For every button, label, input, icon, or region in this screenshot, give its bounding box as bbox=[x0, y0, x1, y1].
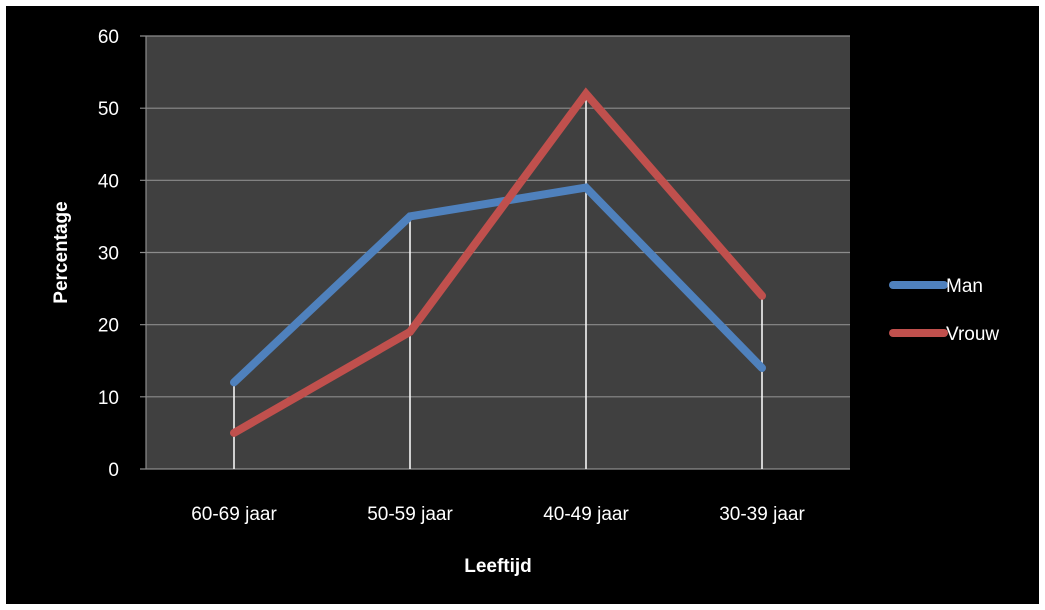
x-tick-label: 40-49 jaar bbox=[543, 504, 629, 525]
x-tick-label: 60-69 jaar bbox=[191, 504, 277, 525]
y-tick-label: 20 bbox=[98, 316, 119, 337]
legend-label: Man bbox=[946, 276, 983, 297]
y-axis: 0 10 20 30 40 50 60 bbox=[98, 27, 147, 481]
y-tick-label: 60 bbox=[98, 27, 119, 48]
data-point bbox=[233, 432, 235, 434]
legend: Man Vrouw bbox=[889, 276, 999, 345]
series-line bbox=[230, 87, 766, 437]
series-man bbox=[230, 183, 766, 387]
legend-item-vrouw: Vrouw bbox=[889, 324, 999, 345]
x-tick-label: 30-39 jaar bbox=[719, 504, 805, 525]
data-point bbox=[761, 367, 763, 369]
y-tick-label: 30 bbox=[98, 244, 119, 265]
y-axis-title: Percentage bbox=[51, 201, 72, 303]
y-tick-label: 40 bbox=[98, 171, 119, 192]
gridlines bbox=[140, 35, 850, 470]
series-line bbox=[230, 183, 766, 387]
y-tick-label: 50 bbox=[98, 99, 119, 120]
legend-label: Vrouw bbox=[946, 324, 999, 345]
x-tick-label: 50-59 jaar bbox=[367, 504, 453, 525]
series-lines bbox=[230, 87, 766, 437]
y-tick-label: 10 bbox=[98, 388, 119, 409]
drop-lines bbox=[233, 93, 763, 469]
x-axis: 60-69 jaar 50-59 jaar 40-49 jaar 30-39 jaar bbox=[191, 504, 805, 525]
x-axis-title: Leeftijd bbox=[464, 556, 532, 577]
y-tick-label: 0 bbox=[108, 460, 119, 481]
data-point bbox=[585, 187, 587, 189]
series-vrouw bbox=[230, 87, 766, 437]
data-point bbox=[409, 215, 411, 217]
data-point bbox=[233, 381, 235, 383]
data-point bbox=[585, 93, 587, 95]
data-point bbox=[409, 331, 411, 333]
data-point bbox=[761, 295, 763, 297]
legend-item-man: Man bbox=[889, 276, 983, 297]
